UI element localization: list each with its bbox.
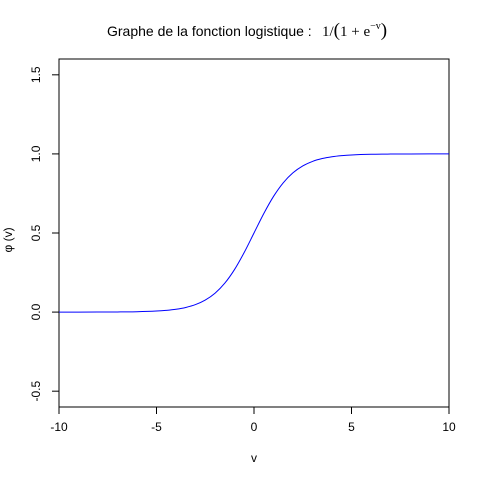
y-tick-label: 0.0 (29, 303, 43, 320)
x-tick-label: 0 (251, 420, 258, 434)
series-layer (58, 153, 450, 313)
chart-title-formula: 1/(1 + e−v) (322, 20, 387, 41)
chart-title-text: Graphe de la fonction logistique : (107, 23, 312, 39)
x-axis-label: v (251, 451, 257, 465)
x-tick-label: -5 (151, 420, 162, 434)
y-tick-label: 1.0 (29, 145, 43, 162)
formula-slash: / (330, 24, 335, 40)
y-tick-label: 0.5 (29, 224, 43, 241)
y-tick-label: -0.5 (29, 381, 43, 402)
x-tick-label: 5 (348, 420, 355, 434)
formula-base: 1 + e (340, 24, 370, 40)
formula-open-paren: ( (334, 20, 340, 41)
y-axis-label: φ (v) (1, 227, 15, 252)
formula-close-paren: ) (381, 20, 387, 41)
series-line (58, 153, 450, 313)
y-axis: -0.5 0.0 0.5 1.0 1.5 (29, 66, 60, 402)
y-tick-label: 1.5 (29, 66, 43, 83)
chart-title: Graphe de la fonction logistique : 1/(1 … (107, 20, 387, 41)
formula-numerator: 1 (322, 24, 330, 40)
x-axis: -10 -5 0 5 10 (50, 406, 456, 434)
x-tick-label: 10 (442, 420, 456, 434)
formula-exponent: −v (370, 21, 381, 32)
x-tick-label: -10 (50, 420, 68, 434)
